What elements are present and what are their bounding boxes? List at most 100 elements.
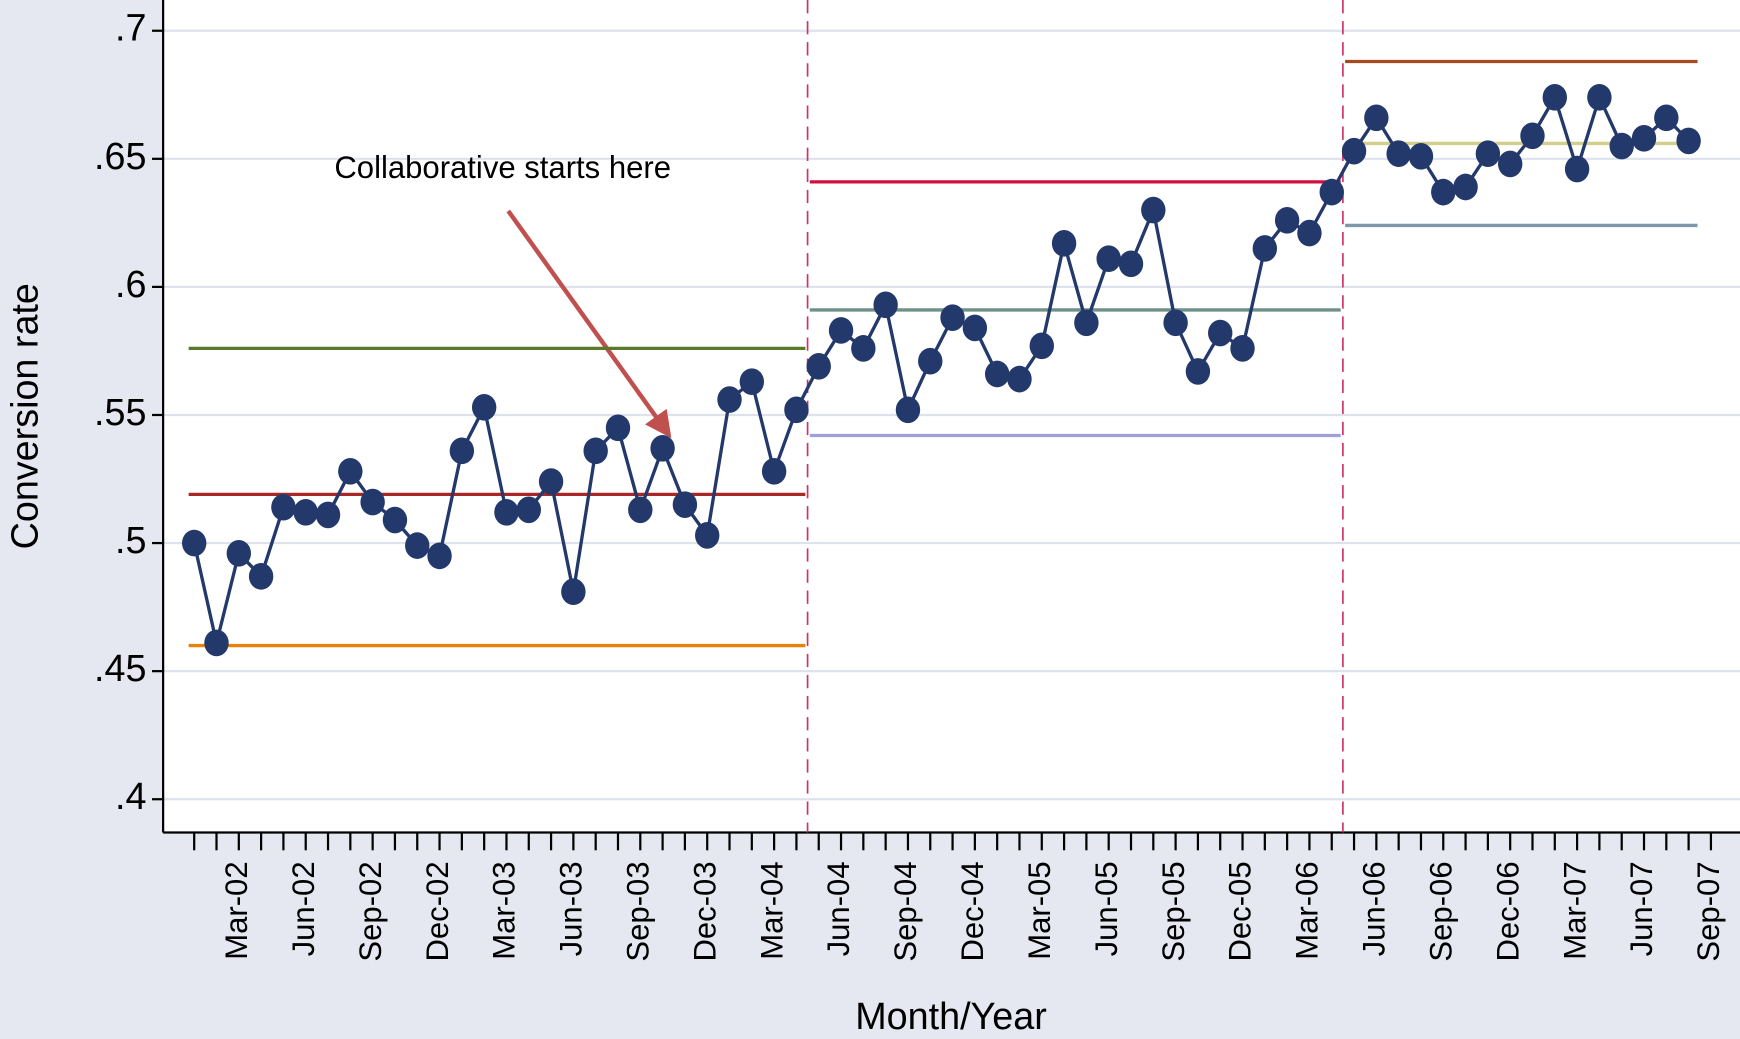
- data-point: [405, 532, 430, 559]
- x-tick-label: Dec-03: [687, 861, 722, 961]
- x-tick-label: Sep-04: [888, 861, 923, 961]
- data-point: [1319, 178, 1344, 206]
- plot-area: [163, 0, 1740, 833]
- data-point: [338, 458, 363, 485]
- x-tick-label: Sep-03: [620, 861, 655, 961]
- data-point: [851, 335, 876, 362]
- data-point: [717, 386, 742, 413]
- data-point: [1252, 235, 1278, 262]
- data-point: [1453, 173, 1478, 201]
- data-point: [784, 396, 809, 424]
- data-point: [873, 291, 898, 319]
- data-point: [538, 468, 564, 495]
- data-point: [1297, 219, 1322, 247]
- y-axis-label: Conversion rate: [4, 283, 46, 549]
- y-tick-label: .55: [94, 391, 146, 433]
- data-point: [1587, 84, 1612, 111]
- data-point: [806, 352, 831, 380]
- x-tick-label: Sep-06: [1423, 861, 1458, 961]
- data-point: [1497, 150, 1523, 178]
- data-point: [1520, 122, 1545, 150]
- y-tick-label: .6: [115, 263, 146, 305]
- data-point: [1386, 140, 1411, 168]
- x-tick-label: Jun-06: [1357, 861, 1392, 956]
- annotation-arrow: [506, 209, 672, 439]
- data-point: [1141, 196, 1166, 224]
- data-point: [1163, 309, 1188, 337]
- x-tick-label: Mar-07: [1557, 861, 1592, 959]
- y-tick-label: .45: [94, 647, 146, 689]
- data-point: [1431, 178, 1456, 206]
- x-tick-label: Sep-02: [353, 861, 388, 961]
- x-tick-label: Sep-05: [1156, 861, 1191, 961]
- data-point: [1274, 206, 1300, 234]
- data-point: [271, 493, 296, 521]
- data-point: [516, 496, 541, 524]
- data-point: [561, 578, 586, 606]
- data-point: [739, 368, 765, 396]
- data-point: [204, 629, 229, 657]
- y-tick-label: .4: [115, 775, 146, 817]
- data-point: [583, 437, 608, 465]
- x-tick-label: Dec-04: [955, 861, 990, 961]
- data-point: [427, 542, 452, 570]
- data-point: [1654, 104, 1679, 132]
- x-tick-label: Mar-04: [754, 861, 789, 959]
- x-tick-label: Dec-06: [1490, 861, 1525, 961]
- data-point: [1408, 142, 1434, 170]
- data-point: [1118, 250, 1144, 278]
- x-tick-label: Jun-05: [1089, 861, 1124, 956]
- x-tick-label: Dec-05: [1223, 861, 1258, 961]
- x-tick-label: Mar-03: [487, 861, 522, 959]
- data-point: [315, 501, 341, 529]
- data-point: [1564, 155, 1590, 183]
- data-point: [293, 499, 318, 526]
- data-point: [1609, 132, 1634, 160]
- data-point: [181, 529, 207, 557]
- x-tick-label: Mar-05: [1022, 861, 1057, 959]
- data-point: [962, 314, 988, 342]
- data-point: [1341, 137, 1367, 165]
- data-point: [1051, 230, 1077, 257]
- data-point: [1096, 245, 1121, 273]
- x-tick-label: Jun-04: [821, 861, 856, 956]
- data-point: [449, 437, 475, 465]
- data-point: [672, 491, 698, 518]
- data-point: [1230, 335, 1255, 362]
- y-tick-label: .5: [115, 519, 146, 561]
- data-point: [1185, 358, 1211, 385]
- data-point: [650, 434, 675, 462]
- y-tick-label: .7: [115, 7, 146, 49]
- x-tick-label: Jun-02: [286, 861, 321, 956]
- x-tick-label: Sep-07: [1691, 861, 1726, 961]
- data-point: [1208, 319, 1233, 347]
- data-point: [1074, 309, 1099, 337]
- data-point: [248, 563, 274, 590]
- data-point: [382, 506, 408, 534]
- annotation: Collaborative starts here: [334, 150, 671, 185]
- data-point: [895, 396, 921, 424]
- x-tick-label: Jun-03: [554, 861, 589, 956]
- data-point: [494, 499, 519, 526]
- data-point: [1631, 125, 1657, 152]
- data-point: [471, 393, 497, 421]
- x-tick-label: Mar-02: [219, 861, 254, 959]
- data-point: [605, 414, 631, 442]
- data-point: [918, 347, 943, 375]
- data-point: [1542, 84, 1567, 111]
- x-tick-label: Dec-02: [420, 861, 455, 961]
- data-point: [984, 360, 1010, 388]
- x-tick-label: Mar-06: [1290, 861, 1325, 959]
- data-point: [1364, 104, 1389, 132]
- data-point: [761, 458, 787, 485]
- x-axis-label: Month/Year: [855, 995, 1047, 1037]
- data-point: [1676, 127, 1701, 155]
- data-point: [226, 539, 252, 567]
- data-point: [628, 496, 653, 524]
- data-point: [695, 522, 720, 549]
- x-tick-label: Jun-07: [1624, 861, 1659, 956]
- data-point: [828, 317, 854, 344]
- y-tick-label: .65: [94, 135, 146, 177]
- data-point: [360, 488, 385, 516]
